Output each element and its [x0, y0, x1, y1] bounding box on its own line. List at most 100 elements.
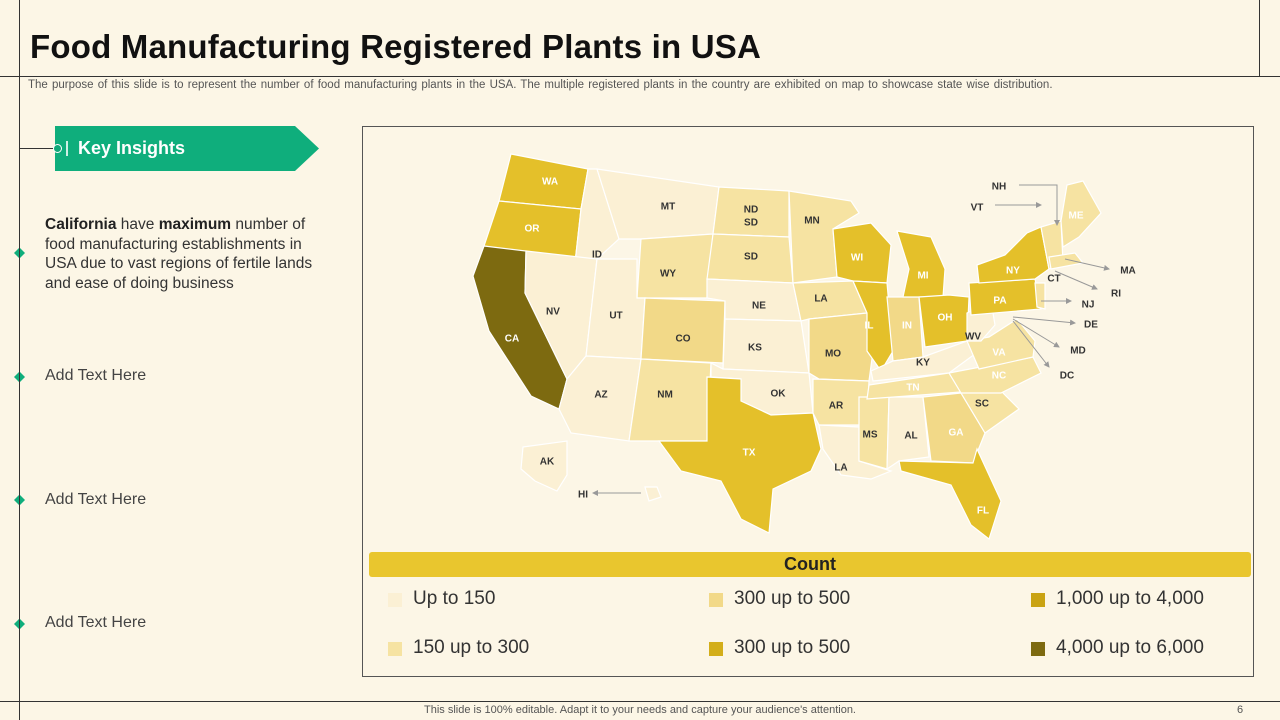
label-tn: TN	[906, 383, 919, 394]
label-ga: GA	[949, 428, 964, 439]
label-ma: MA	[1120, 266, 1136, 277]
label-mt: MT	[661, 202, 675, 213]
label-mn: MN	[804, 216, 820, 227]
state-hi	[644, 486, 662, 502]
label-ky: KY	[916, 358, 930, 369]
legend-label: 300 up to 500	[734, 588, 851, 609]
label-sc: SC	[975, 399, 989, 410]
label-hi: HI	[578, 490, 588, 501]
label-nh: NH	[992, 182, 1006, 193]
state-ak	[520, 440, 568, 492]
state-ar	[812, 378, 870, 426]
insight-item: Add Text Here	[45, 614, 147, 631]
label-oh: OH	[938, 313, 953, 324]
label-sd-upper: SD	[744, 218, 758, 229]
label-nj: NJ	[1082, 300, 1095, 311]
state-mt	[596, 168, 720, 240]
label-co: CO	[676, 334, 691, 345]
footer-rule	[0, 701, 1280, 702]
state-ga	[922, 392, 986, 464]
label-wa: WA	[542, 177, 558, 188]
label-ak: AK	[540, 457, 555, 468]
legend-swatch	[709, 593, 723, 607]
legend-swatch	[388, 642, 402, 656]
label-or: OR	[525, 224, 541, 235]
label-nv: NV	[546, 307, 560, 318]
label-ar: AR	[829, 401, 844, 412]
insight-item: Add Text Here	[45, 367, 147, 384]
key-insights-divider	[66, 141, 68, 156]
label-nm: NM	[657, 390, 673, 401]
state-wy	[636, 233, 714, 299]
label-ok: OK	[771, 389, 787, 400]
diamond-arrow-icon	[14, 248, 25, 258]
label-md: MD	[1070, 346, 1086, 357]
legend-label: Up to 150	[413, 588, 496, 609]
label-va: VA	[992, 348, 1005, 359]
legend-label: 4,000 up to 6,000	[1056, 637, 1204, 658]
state-co	[640, 297, 726, 364]
label-sd: SD	[744, 252, 758, 263]
label-ms: MS	[863, 430, 878, 441]
legend-swatch	[709, 642, 723, 656]
state-mi	[896, 230, 946, 298]
diamond-arrow-icon	[14, 372, 25, 382]
map-panel: WA OR CA ID NV MT WY UT AZ CO NM ND SD S…	[362, 126, 1254, 677]
label-vt: VT	[971, 203, 984, 214]
legend-label: 150 up to 300	[413, 637, 530, 658]
insight-item: Add Text Here	[45, 491, 147, 508]
key-insights-dot-icon	[53, 144, 62, 153]
label-fl: FL	[977, 506, 989, 517]
label-dc: DC	[1060, 371, 1074, 382]
state-tx	[657, 376, 822, 534]
legend-swatch	[1031, 642, 1045, 656]
label-mi: MI	[917, 271, 928, 282]
label-la: LA	[834, 463, 847, 474]
label-la-ia: LA	[814, 294, 827, 305]
label-al: AL	[904, 431, 917, 442]
state-mo	[808, 312, 874, 382]
slide-title: Food Manufacturing Registered Plants in …	[30, 28, 761, 65]
label-wv: WV	[965, 332, 981, 343]
legend-swatch	[388, 593, 402, 607]
label-ut: UT	[609, 311, 622, 322]
diamond-arrow-icon	[14, 619, 25, 629]
state-fl	[898, 447, 1002, 541]
label-ny: NY	[1006, 266, 1020, 277]
state-ks	[722, 318, 810, 374]
label-wi: WI	[851, 253, 863, 264]
label-in: IN	[902, 321, 912, 332]
diamond-arrow-icon	[14, 495, 25, 505]
left-rule	[19, 0, 20, 720]
right-rule	[1259, 0, 1260, 77]
label-ne: NE	[752, 301, 766, 312]
key-insights-title: Key Insights	[78, 138, 186, 158]
insight-bold-state: California	[45, 216, 117, 233]
label-de: DE	[1084, 320, 1098, 331]
insight-main: California have maximum number of food m…	[45, 215, 325, 293]
label-id: ID	[592, 250, 602, 261]
state-me	[1060, 180, 1102, 249]
label-mo: MO	[825, 349, 841, 360]
label-ca: CA	[505, 334, 519, 345]
key-insights-banner	[55, 126, 319, 171]
header-rule	[0, 76, 1280, 77]
legend-title: Count	[369, 552, 1251, 577]
label-nc: NC	[992, 371, 1006, 382]
insight-text-b: number of food manufacturing establishme…	[45, 216, 313, 292]
label-me: ME	[1069, 211, 1084, 222]
state-ut	[585, 258, 646, 360]
label-pa: PA	[993, 296, 1006, 307]
state-nj	[1034, 282, 1046, 310]
legend-label: 300 up to 500	[734, 637, 851, 658]
footer-note: This slide is 100% editable. Adapt it to…	[424, 704, 856, 716]
label-az: AZ	[594, 390, 607, 401]
usa-map: WA OR CA ID NV MT WY UT AZ CO NM ND SD S…	[472, 153, 1136, 541]
key-insights-connector	[19, 148, 57, 149]
label-ct: CT	[1047, 274, 1060, 285]
slide-subtitle: The purpose of this slide is to represen…	[28, 79, 1053, 91]
label-ks: KS	[748, 343, 762, 354]
label-il: IL	[865, 321, 874, 332]
insight-text-a: have	[116, 216, 159, 233]
legend-label: 1,000 up to 4,000	[1056, 588, 1204, 609]
